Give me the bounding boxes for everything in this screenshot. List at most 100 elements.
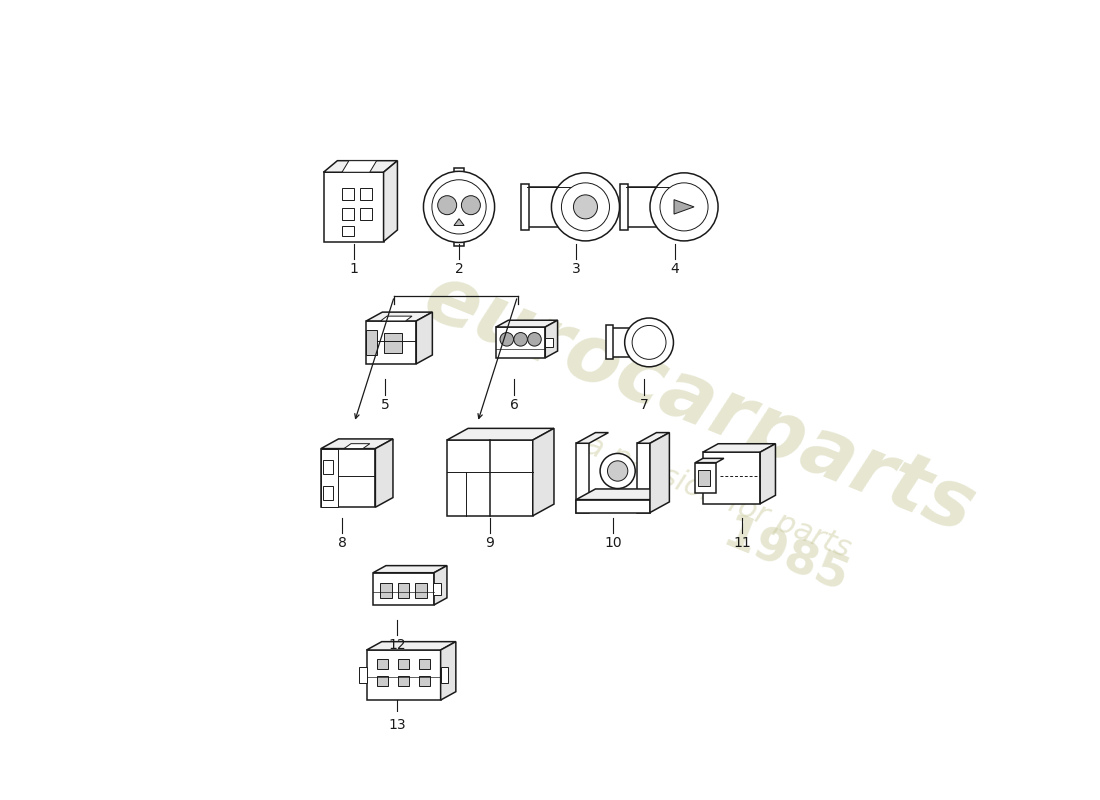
Bar: [323, 460, 333, 474]
Bar: [381, 583, 392, 598]
Bar: [416, 583, 427, 598]
Bar: [377, 658, 388, 669]
Circle shape: [625, 318, 673, 366]
Bar: [454, 168, 464, 246]
Polygon shape: [342, 161, 376, 172]
Bar: [606, 326, 613, 359]
Text: 1985: 1985: [716, 513, 855, 603]
Polygon shape: [576, 500, 650, 513]
Bar: [377, 676, 388, 686]
Bar: [360, 188, 372, 200]
Bar: [398, 583, 409, 598]
Polygon shape: [695, 458, 724, 462]
Bar: [341, 226, 353, 235]
Polygon shape: [366, 650, 441, 700]
Polygon shape: [576, 433, 608, 443]
Polygon shape: [416, 312, 432, 364]
Polygon shape: [321, 449, 375, 507]
Polygon shape: [321, 449, 338, 507]
Polygon shape: [434, 566, 447, 605]
Bar: [341, 208, 353, 220]
Text: 13: 13: [388, 718, 406, 732]
Polygon shape: [576, 489, 670, 500]
Bar: [398, 658, 409, 669]
Bar: [433, 582, 441, 595]
Ellipse shape: [372, 174, 395, 239]
Polygon shape: [637, 433, 670, 443]
Bar: [341, 188, 353, 200]
Circle shape: [660, 183, 708, 231]
Polygon shape: [703, 444, 775, 452]
Bar: [626, 187, 686, 227]
Text: 6: 6: [510, 398, 519, 412]
Circle shape: [424, 171, 495, 242]
Polygon shape: [760, 444, 775, 504]
Polygon shape: [375, 439, 393, 507]
Polygon shape: [546, 320, 558, 358]
Polygon shape: [384, 161, 397, 242]
Text: eurocarparts: eurocarparts: [412, 258, 986, 550]
Text: 11: 11: [734, 537, 751, 550]
Polygon shape: [447, 440, 532, 516]
Text: 3: 3: [572, 262, 581, 276]
Bar: [419, 658, 430, 669]
Text: 10: 10: [604, 537, 622, 550]
Polygon shape: [703, 452, 760, 504]
Bar: [620, 184, 628, 230]
Polygon shape: [321, 439, 393, 449]
Text: 9: 9: [485, 537, 494, 550]
Polygon shape: [637, 443, 650, 513]
Text: 8: 8: [338, 537, 346, 550]
Polygon shape: [496, 327, 546, 358]
Bar: [323, 486, 333, 500]
Circle shape: [607, 461, 628, 481]
Text: a passion for parts: a passion for parts: [581, 430, 855, 563]
Bar: [441, 667, 448, 683]
Bar: [419, 676, 430, 686]
Text: 7: 7: [639, 398, 648, 412]
Bar: [384, 334, 402, 353]
Polygon shape: [344, 444, 370, 449]
Polygon shape: [373, 566, 447, 573]
Polygon shape: [373, 573, 434, 605]
Polygon shape: [695, 462, 716, 493]
Text: 12: 12: [388, 638, 406, 652]
Circle shape: [573, 195, 597, 219]
Circle shape: [632, 326, 666, 359]
Text: 4: 4: [670, 262, 679, 276]
Circle shape: [561, 183, 609, 231]
Polygon shape: [650, 433, 670, 513]
Polygon shape: [576, 443, 588, 513]
Polygon shape: [366, 330, 377, 355]
Circle shape: [528, 333, 541, 346]
Polygon shape: [674, 200, 694, 214]
Polygon shape: [366, 312, 432, 321]
Circle shape: [601, 454, 635, 489]
Polygon shape: [496, 320, 558, 327]
Polygon shape: [441, 642, 455, 700]
Circle shape: [461, 196, 481, 214]
Bar: [360, 667, 367, 683]
Polygon shape: [381, 316, 412, 321]
Polygon shape: [323, 161, 397, 172]
Circle shape: [432, 180, 486, 234]
Circle shape: [650, 173, 718, 241]
Bar: [527, 187, 587, 227]
Bar: [521, 184, 529, 230]
Bar: [360, 208, 372, 220]
Bar: [398, 676, 409, 686]
Bar: [698, 470, 710, 486]
Circle shape: [551, 173, 619, 241]
Text: 5: 5: [381, 398, 389, 412]
Polygon shape: [532, 428, 554, 516]
Text: 2: 2: [454, 262, 463, 276]
Polygon shape: [447, 428, 554, 440]
Circle shape: [438, 196, 456, 214]
Bar: [612, 328, 649, 357]
Polygon shape: [454, 218, 464, 226]
Polygon shape: [366, 321, 416, 364]
Polygon shape: [323, 172, 384, 242]
Polygon shape: [366, 642, 455, 650]
Circle shape: [500, 333, 514, 346]
Circle shape: [514, 333, 527, 346]
